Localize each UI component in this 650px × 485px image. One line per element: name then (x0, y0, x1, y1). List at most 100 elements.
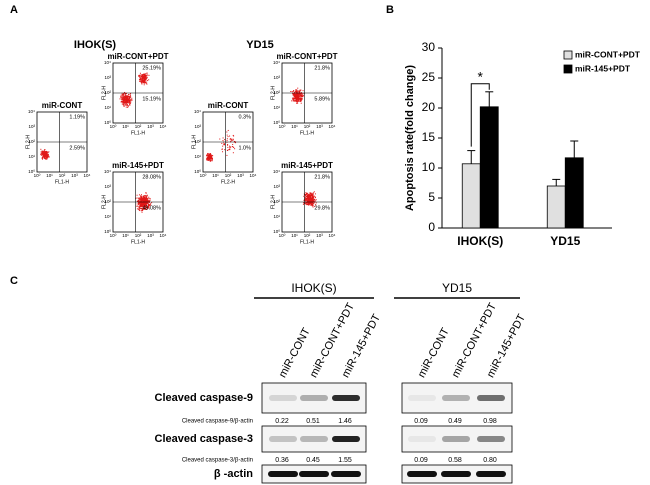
dot (125, 101, 127, 103)
y-tick-label: 0 (428, 220, 435, 234)
axis-tick: 10⁰ (273, 229, 280, 234)
dot (140, 201, 142, 203)
dot (145, 206, 147, 208)
axis-tick: 10³ (273, 184, 280, 189)
dot (40, 154, 42, 156)
dot (226, 154, 228, 156)
dot (139, 205, 141, 207)
dot (123, 98, 125, 100)
dot (147, 204, 149, 206)
quadrant-value: 48.08% (142, 205, 161, 211)
dot (307, 197, 309, 199)
band (477, 395, 505, 401)
group-title: IHOK(S) (291, 281, 336, 295)
dot (138, 203, 140, 205)
dot (312, 199, 314, 201)
dot (229, 148, 231, 150)
dot (296, 94, 298, 96)
dot (129, 103, 131, 105)
dot (123, 102, 125, 104)
dot (125, 100, 127, 102)
dot (138, 197, 140, 199)
dot (299, 94, 301, 96)
axis-tick: 10⁴ (84, 173, 91, 178)
dot (145, 78, 147, 80)
dot (45, 157, 47, 159)
dot (124, 96, 126, 98)
dot (140, 197, 142, 199)
dot (138, 200, 140, 202)
dot (147, 200, 149, 202)
dot (120, 96, 122, 98)
dot (141, 206, 143, 208)
dot (121, 97, 123, 99)
dot (145, 203, 147, 205)
x-tick-label: IHOK(S) (457, 234, 503, 248)
dot (147, 206, 149, 208)
dot (312, 192, 314, 194)
dot (144, 195, 146, 197)
dot (41, 151, 43, 153)
dot (291, 91, 293, 93)
dot (143, 196, 145, 198)
bar (461, 163, 481, 229)
dot (302, 93, 304, 95)
y-tick-label: 30 (422, 40, 436, 54)
dot (294, 97, 296, 99)
dot (138, 199, 140, 201)
dot (144, 207, 146, 209)
dot (304, 195, 306, 197)
dot (125, 98, 127, 100)
dot (313, 199, 315, 201)
quadrant-value: 25.19% (142, 65, 161, 71)
dot (43, 155, 45, 157)
dot (142, 204, 144, 206)
dot (47, 157, 49, 159)
dot (145, 201, 147, 203)
axis-tick: 10⁰ (279, 233, 286, 238)
dot (129, 101, 131, 103)
dot (144, 82, 146, 84)
dot (142, 208, 144, 210)
dot (206, 155, 208, 157)
dot (140, 195, 142, 197)
dot (126, 104, 128, 106)
dot (298, 97, 300, 99)
dot (42, 152, 44, 154)
dot (128, 98, 130, 100)
dot (234, 140, 236, 142)
dot (144, 204, 146, 206)
dot (136, 205, 138, 207)
dot (293, 90, 295, 92)
dot (142, 199, 144, 201)
dot (314, 196, 316, 198)
dot (300, 95, 302, 97)
dot (143, 205, 145, 207)
dot (143, 198, 145, 200)
dot (125, 104, 127, 106)
dot (312, 204, 314, 206)
dot (149, 200, 151, 202)
dot (229, 135, 231, 137)
dot (142, 195, 144, 197)
dot (136, 197, 138, 199)
dot (296, 96, 298, 98)
band (442, 395, 470, 401)
dot (210, 160, 212, 162)
axis-tick: 10⁰ (194, 169, 201, 174)
axis-tick: 10¹ (46, 173, 53, 178)
axis-tick: 10³ (28, 124, 35, 129)
dot (294, 91, 296, 93)
dot (139, 79, 141, 81)
band (332, 395, 360, 401)
axis-tick: 10¹ (122, 233, 129, 238)
dot (126, 98, 128, 100)
panel-label: C (10, 275, 18, 287)
dot (145, 205, 147, 207)
dot (148, 207, 150, 209)
quadrant-value: 2.59% (69, 145, 85, 151)
axis-tick: 10¹ (273, 214, 280, 219)
dot (142, 80, 144, 82)
dot (306, 204, 308, 206)
dot (140, 198, 142, 200)
